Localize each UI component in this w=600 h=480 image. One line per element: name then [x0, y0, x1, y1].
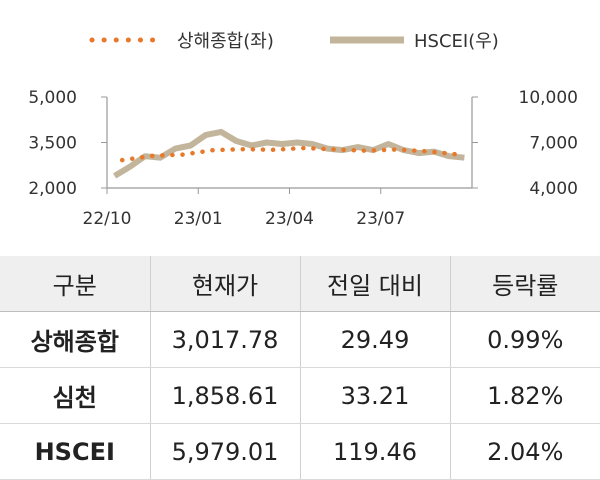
series-line-1 — [113, 128, 465, 179]
row-price: 3,017.78 — [149, 311, 300, 368]
header-change: 전일 대비 — [299, 256, 450, 312]
row-change: 119.46 — [299, 423, 450, 480]
table-row: 상해종합 3,017.78 29.49 0.99% — [0, 311, 600, 368]
x-tick-label: 23/04 — [265, 209, 314, 229]
header-pct: 등락률 — [449, 256, 600, 312]
plot-area — [113, 128, 465, 179]
table-row: HSCEI 5,979.01 119.46 2.04% — [0, 423, 600, 480]
x-tick-label: 22/10 — [83, 209, 132, 229]
row-change: 29.49 — [299, 311, 450, 368]
market-table: 구분 현재가 전일 대비 등락률 상해종합 3,017.78 29.49 0.9… — [0, 256, 600, 480]
row-pct: 0.99% — [449, 311, 600, 368]
table-row: 심천 1,858.61 33.21 1.82% — [0, 367, 600, 424]
row-pct: 2.04% — [449, 423, 600, 480]
legend: 상해종합(좌) HSCEI(우) — [89, 31, 499, 52]
y-left-tick-label: 3,500 — [28, 134, 77, 154]
row-name: 상해종합 — [0, 311, 150, 368]
x-tick-label: 23/07 — [356, 209, 405, 229]
row-change: 33.21 — [299, 367, 450, 424]
axes: 5,000 3,500 2,000 10,000 7,000 4,000 22/10 23/0… — [28, 88, 578, 229]
y-left-tick-label: 2,000 — [28, 179, 77, 199]
y-right-tick-label: 10,000 — [519, 88, 578, 108]
header-category: 구분 — [0, 256, 150, 312]
row-price: 5,979.01 — [149, 423, 300, 480]
legend-label-hscei: HSCEI(우) — [414, 31, 499, 52]
table-header-row: 구분 현재가 전일 대비 등락률 — [0, 256, 600, 312]
header-price: 현재가 — [149, 256, 300, 312]
row-price: 1,858.61 — [149, 367, 300, 424]
row-name: HSCEI — [0, 423, 150, 480]
y-right-tick-label: 4,000 — [529, 179, 578, 199]
row-name: 심천 — [0, 367, 150, 424]
chart-area: 상해종합(좌) HSCEI(우) 5,000 3,500 2,000 10,000 7,… — [28, 31, 578, 229]
legend-label-shanghai: 상해종합(좌) — [177, 31, 274, 52]
y-right-tick-label: 7,000 — [529, 134, 578, 154]
line-chart: 상해종합(좌) HSCEI(우) 5,000 3,500 2,000 10,000 7,… — [28, 31, 578, 229]
row-pct: 1.82% — [449, 367, 600, 424]
x-tick-label: 23/01 — [174, 209, 223, 229]
y-left-tick-label: 5,000 — [28, 88, 77, 108]
